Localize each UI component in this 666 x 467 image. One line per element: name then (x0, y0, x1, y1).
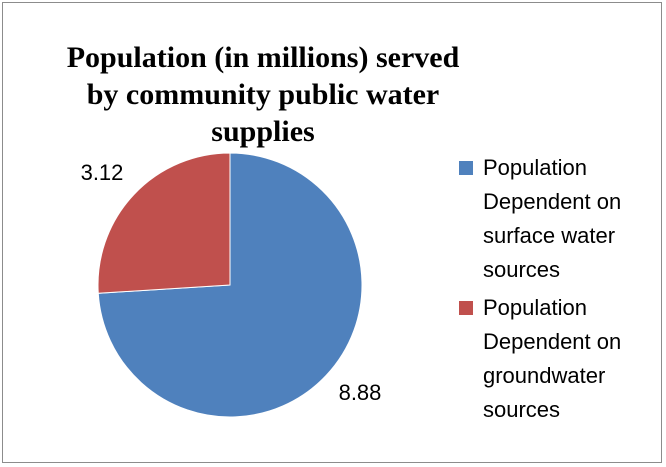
chart-frame: Population (in millions) served by commu… (2, 2, 662, 463)
legend-item-groundwater: Population Dependent on groundwater sour… (459, 291, 659, 427)
pie-chart: 8.88 3.12 (81, 152, 382, 418)
legend-label-surface-water: Population Dependent on surface water so… (483, 155, 622, 282)
pie-slice-1 (97, 152, 231, 294)
legend-swatch-surface-water (459, 161, 473, 175)
pie-data-label-1: 3.12 (81, 160, 124, 185)
legend-swatch-groundwater (459, 301, 473, 315)
legend-label-groundwater: Population Dependent on groundwater sour… (483, 295, 622, 422)
legend-item-surface-water: Population Dependent on surface water so… (459, 151, 659, 287)
chart-legend: Population Dependent on surface water so… (459, 151, 659, 431)
chart-title: Population (in millions) served by commu… (66, 41, 460, 148)
pie-data-label-0: 8.88 (339, 380, 382, 405)
